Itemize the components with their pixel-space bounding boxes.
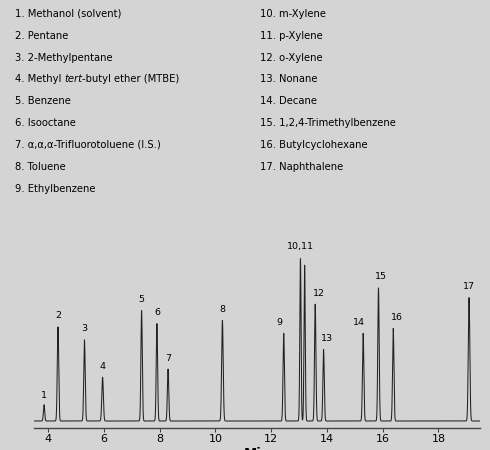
Text: 4: 4 [99, 362, 105, 371]
Text: 13: 13 [321, 334, 333, 343]
Text: 2: 2 [55, 311, 61, 320]
Text: 3: 3 [81, 324, 88, 333]
Text: 13. Nonane: 13. Nonane [260, 75, 317, 85]
Text: 16: 16 [391, 313, 403, 322]
Text: 16. Butylcyclohexane: 16. Butylcyclohexane [260, 140, 368, 150]
Text: 14. Decane: 14. Decane [260, 96, 317, 106]
Text: 11. p-Xylene: 11. p-Xylene [260, 31, 322, 41]
Text: 15. 1,2,4-Trimethylbenzene: 15. 1,2,4-Trimethylbenzene [260, 118, 395, 128]
Text: 4. Methyl: 4. Methyl [15, 75, 64, 85]
Text: -butyl ether (MTBE): -butyl ether (MTBE) [82, 75, 179, 85]
Text: 5. Benzene: 5. Benzene [15, 96, 71, 106]
Text: 7: 7 [165, 354, 171, 363]
Text: 7. α,α,α-Trifluorotoluene (I.S.): 7. α,α,α-Trifluorotoluene (I.S.) [15, 140, 160, 150]
X-axis label: Min: Min [244, 447, 271, 450]
Text: 6. Isooctane: 6. Isooctane [15, 118, 75, 128]
Text: tert: tert [64, 75, 82, 85]
Text: 17: 17 [463, 282, 475, 291]
Text: 2. Pentane: 2. Pentane [15, 31, 68, 41]
Text: 6: 6 [154, 308, 160, 317]
Text: 12: 12 [313, 288, 324, 297]
Text: 1: 1 [41, 391, 47, 400]
Text: 14: 14 [353, 318, 365, 327]
Text: 8: 8 [220, 305, 225, 314]
Text: 9: 9 [276, 318, 283, 327]
Text: 9. Ethylbenzene: 9. Ethylbenzene [15, 184, 95, 194]
Text: 10. m-Xylene: 10. m-Xylene [260, 9, 326, 19]
Text: 10,11: 10,11 [287, 242, 314, 251]
Text: 17. Naphthalene: 17. Naphthalene [260, 162, 343, 172]
Text: 8. Toluene: 8. Toluene [15, 162, 66, 172]
Text: 15: 15 [375, 272, 387, 281]
Text: 5: 5 [139, 295, 145, 304]
Text: 12. o-Xylene: 12. o-Xylene [260, 53, 322, 63]
Text: 3. 2-Methylpentane: 3. 2-Methylpentane [15, 53, 112, 63]
Text: 1. Methanol (solvent): 1. Methanol (solvent) [15, 9, 121, 19]
